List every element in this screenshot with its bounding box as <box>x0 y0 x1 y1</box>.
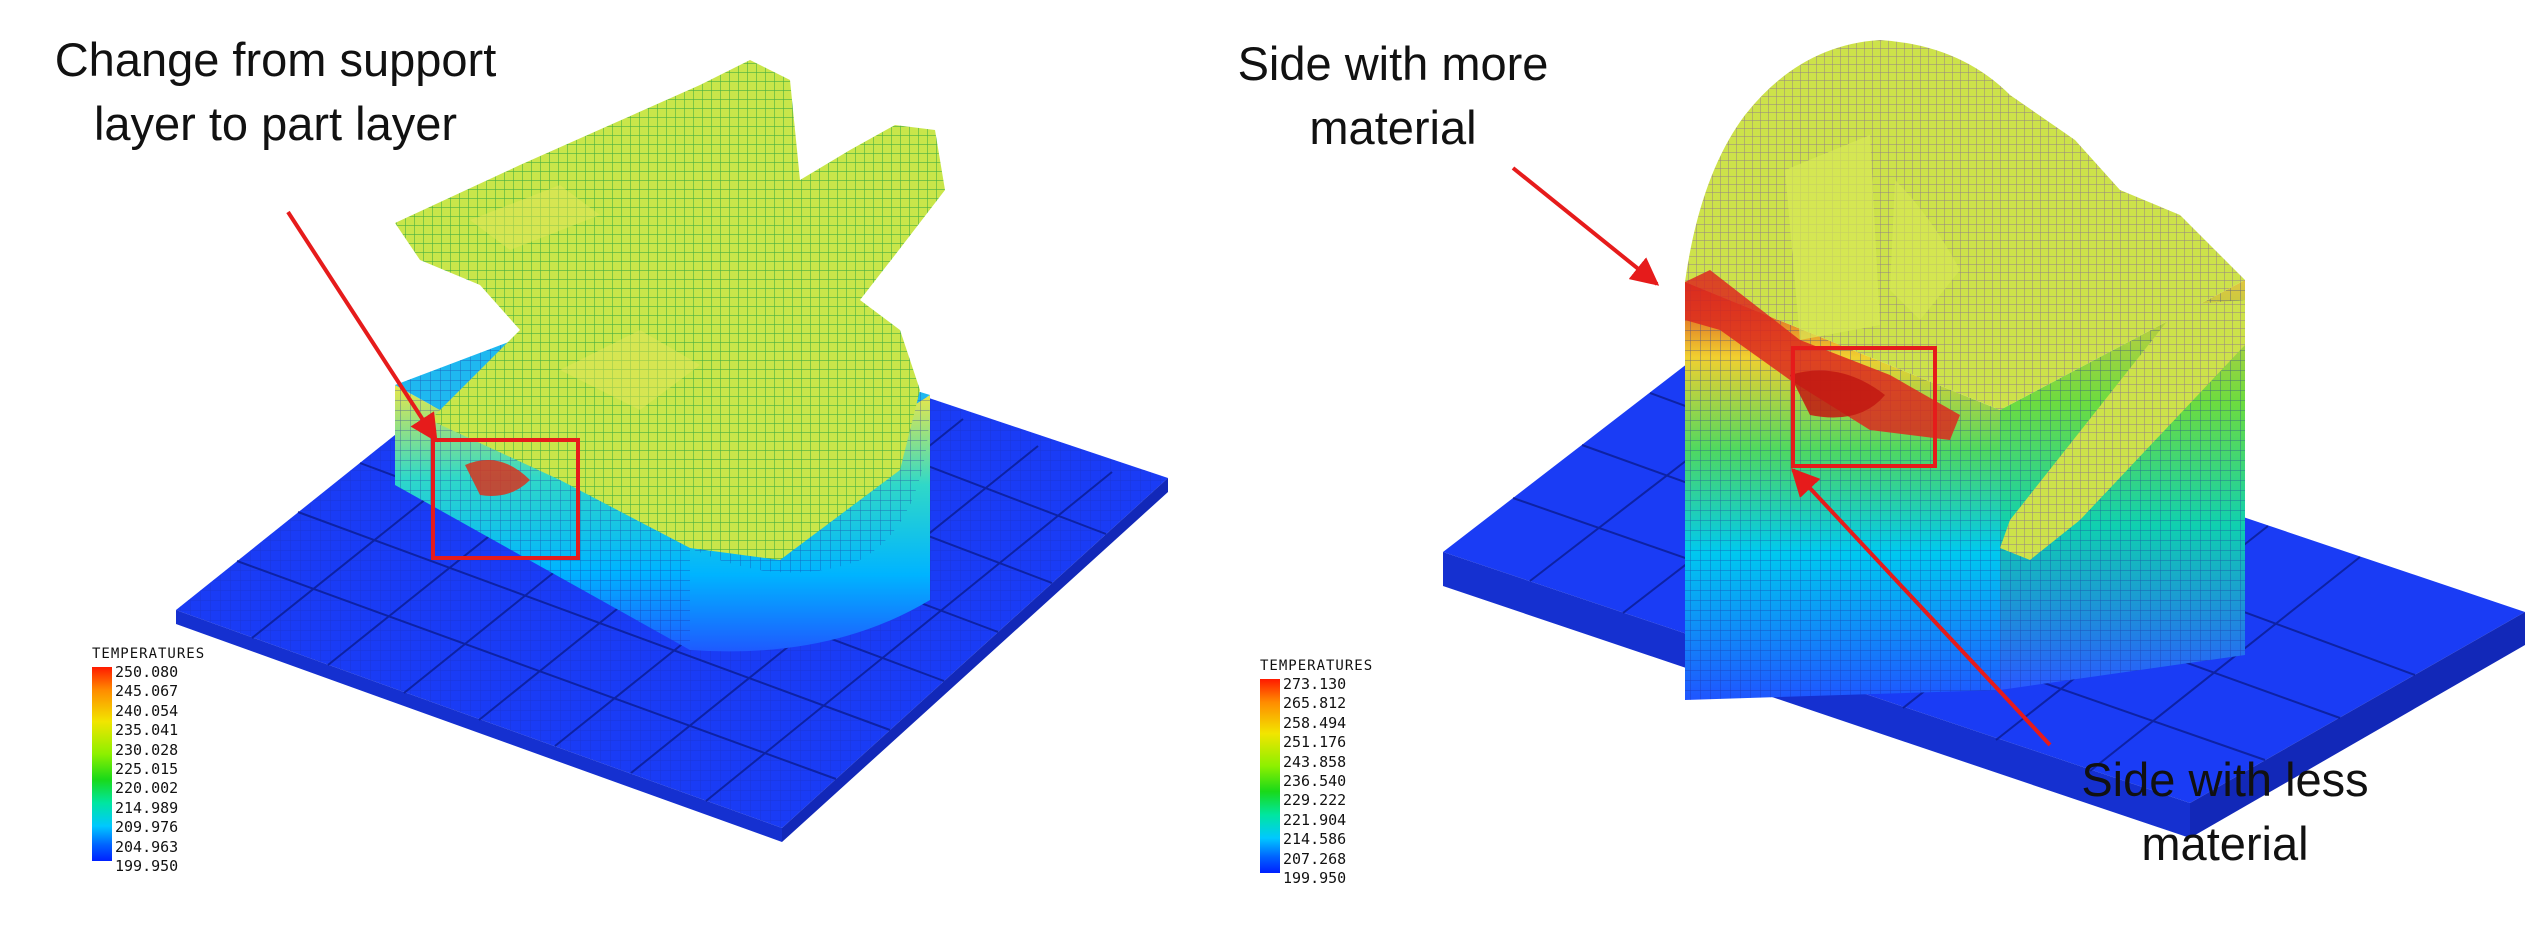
right-highlight-box <box>1791 346 1937 468</box>
left-legend-value: 230.028 <box>115 740 179 759</box>
left-model <box>176 60 1168 842</box>
left-baseplate-side-front <box>176 610 782 842</box>
left-legend-value: 225.015 <box>115 759 179 778</box>
right-callout-top-line2: material <box>1309 101 1477 154</box>
right-model <box>1443 40 2525 838</box>
right-callout-top-text: Side with more material <box>1193 32 1593 160</box>
right-legend-colorbar <box>1260 679 1280 873</box>
right-legend-value: 221.904 <box>1283 810 1347 829</box>
left-highlight-box <box>431 438 580 560</box>
left-legend-value: 240.054 <box>115 701 179 720</box>
right-callout-bottom-text: Side with less material <box>2040 748 2410 876</box>
right-stair-ramp <box>2000 300 2245 560</box>
right-legend-value: 236.540 <box>1283 771 1347 790</box>
right-legend-title: TEMPERATURES <box>1260 658 1374 674</box>
left-legend-value: 220.002 <box>115 779 179 798</box>
left-baseplate-side-right <box>782 478 1168 842</box>
right-legend-value: 243.858 <box>1283 752 1347 771</box>
right-legend-value: 199.950 <box>1283 868 1347 887</box>
left-legend-value: 199.950 <box>115 856 179 875</box>
right-temperature-legend: TEMPERATURES 273.130 265.812 258.494 251… <box>1260 657 1373 888</box>
right-legend-value: 229.222 <box>1283 791 1347 810</box>
left-legend-value: 235.041 <box>115 721 179 740</box>
right-legend-value: 273.130 <box>1283 675 1347 693</box>
right-callout-bottom-line1: Side with less <box>2081 753 2369 806</box>
left-support-curve <box>690 395 930 652</box>
left-legend-value: 204.963 <box>115 837 179 856</box>
right-hot-zone <box>1685 270 1960 440</box>
left-legend-value: 214.989 <box>115 798 179 817</box>
right-legend-value: 214.586 <box>1283 830 1347 849</box>
right-callout-arrow-bottom <box>1791 467 2052 747</box>
right-baseplate-side-right <box>2190 612 2525 838</box>
right-callout-bottom-line2: material <box>2141 817 2309 870</box>
right-legend-value: 265.812 <box>1283 694 1347 713</box>
left-callout-line2: layer to part layer <box>93 97 458 150</box>
left-callout-arrow <box>286 210 438 443</box>
left-legend-colorbar <box>92 667 112 861</box>
left-legend-title: TEMPERATURES <box>92 646 206 662</box>
right-callout-arrow-top <box>1511 166 1660 286</box>
left-temperature-legend: TEMPERATURES 250.080 245.067 240.054 235… <box>92 645 205 876</box>
left-legend-value: 245.067 <box>115 682 179 701</box>
right-legend-value: 258.494 <box>1283 713 1347 732</box>
right-legend-value: 251.176 <box>1283 733 1347 752</box>
right-legend-value: 207.268 <box>1283 849 1347 868</box>
left-callout-line1: Change from support <box>54 33 497 86</box>
left-callout-text: Change from support layer to part layer <box>8 28 543 156</box>
left-part-body <box>395 60 945 560</box>
right-callout-top-line1: Side with more <box>1237 37 1549 90</box>
left-legend-value: 250.080 <box>115 663 179 681</box>
left-legend-value: 209.976 <box>115 818 179 837</box>
